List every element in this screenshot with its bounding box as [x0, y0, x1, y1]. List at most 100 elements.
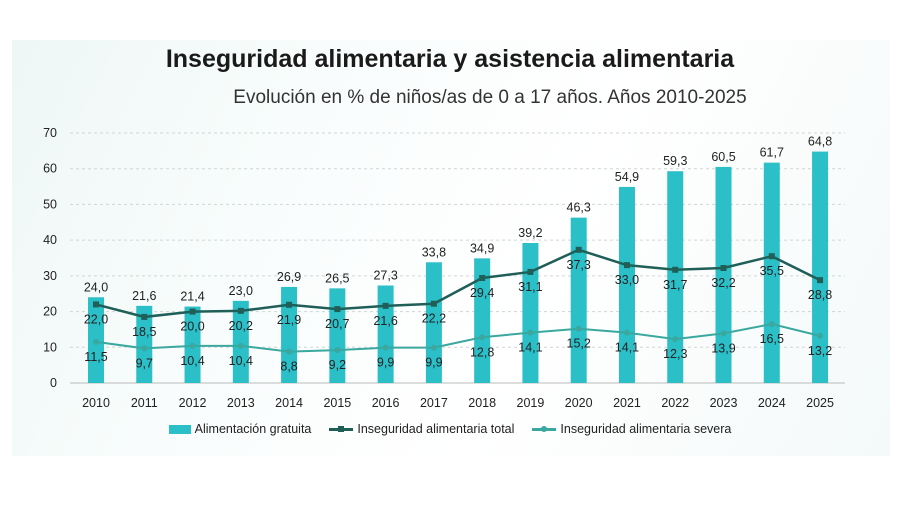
series-line [95, 323, 821, 353]
bar-data-label: 34,9 [470, 241, 494, 255]
line-marker [817, 277, 824, 284]
line-data-label: 14,1 [518, 341, 542, 355]
legend-item-severe: Inseguridad alimentaria severa [532, 422, 731, 436]
y-tick-label: 50 [43, 197, 57, 211]
line-marker [720, 265, 727, 271]
line-marker [479, 275, 486, 281]
x-tick-label: 2025 [806, 396, 834, 410]
chart-title: Inseguridad alimentaria y asistencia ali… [165, 45, 735, 73]
line-marker [672, 336, 679, 343]
x-tick-label: 2014 [275, 396, 303, 410]
x-tick-label: 2010 [82, 396, 110, 410]
chart-subtitle: Evolución en % de niños/as de 0 a 17 año… [233, 87, 747, 108]
bar [474, 258, 491, 383]
line-marker [479, 334, 486, 341]
legend-item-total: Inseguridad alimentaria total [329, 422, 514, 436]
line-marker [575, 325, 582, 332]
bar-data-label: 46,3 [567, 201, 591, 215]
x-tick-label: 2016 [372, 396, 400, 410]
line-data-label: 10,4 [229, 354, 253, 368]
line-marker [237, 307, 244, 314]
line-data-label: 22,2 [422, 312, 446, 326]
line-marker [334, 347, 341, 354]
line-marker [189, 308, 196, 315]
line-marker [382, 344, 389, 351]
chart-card [12, 40, 890, 456]
bar [425, 262, 442, 383]
line-marker [623, 262, 630, 269]
y-tick-label: 60 [43, 162, 57, 176]
line-data-label: 9,2 [329, 358, 346, 372]
line-data-label: 21,6 [373, 314, 397, 328]
bar-data-label: 60,5 [711, 150, 735, 164]
x-tick-label: 2018 [468, 396, 496, 410]
bar [812, 151, 829, 383]
x-tick-label: 2017 [420, 396, 448, 410]
x-tick-label: 2012 [179, 396, 207, 410]
legend-label: Inseguridad alimentaria severa [560, 422, 732, 436]
line-data-label: 14,1 [615, 341, 639, 355]
line-marker [817, 332, 824, 339]
legend-swatch [532, 425, 557, 432]
legend-label: Alimentación gratuita [194, 422, 312, 436]
line-marker [623, 329, 630, 336]
y-tick-label: 20 [43, 305, 57, 319]
y-tick-label: 30 [43, 269, 57, 283]
line-data-label: 22,0 [84, 312, 108, 326]
bar-data-label: 26,5 [325, 271, 349, 285]
line-data-label: 12,3 [663, 347, 687, 361]
bar [570, 217, 587, 383]
line-data-label: 13,2 [808, 344, 832, 358]
bar [522, 243, 539, 383]
line-data-label: 33,0 [615, 273, 639, 287]
line-marker [334, 306, 341, 313]
x-tick-label: 2021 [613, 396, 641, 410]
line-data-label: 32,2 [711, 276, 735, 290]
bar-data-label: 61,7 [760, 146, 784, 160]
legend-label: Inseguridad alimentaria total [357, 422, 515, 436]
bar [377, 285, 394, 383]
y-tick-label: 70 [43, 126, 57, 140]
bar-data-label: 54,9 [615, 170, 639, 184]
line-marker [237, 342, 244, 349]
line-marker [768, 253, 775, 260]
legend: Alimentación gratuita Inseguridad alimen… [0, 422, 900, 436]
series-line [95, 248, 821, 319]
line-marker [430, 300, 437, 307]
bar-data-label: 64,8 [808, 135, 832, 149]
line-data-label: 10,4 [180, 354, 204, 368]
bar-data-label: 21,4 [180, 290, 204, 304]
legend-item-bar: Alimentación gratuita [168, 422, 312, 436]
line-marker [430, 344, 437, 351]
line-data-label: 29,4 [470, 286, 494, 300]
line-marker [286, 348, 293, 355]
bar [281, 286, 298, 383]
bar [763, 162, 780, 383]
line-data-label: 9,7 [136, 356, 153, 370]
line-marker [93, 338, 99, 345]
line-marker [575, 246, 582, 253]
line-marker [720, 330, 727, 337]
line-data-label: 20,7 [325, 317, 349, 331]
line-data-label: 15,2 [567, 337, 591, 351]
line-marker [141, 345, 148, 352]
line-marker [93, 301, 99, 308]
line-data-label: 21,9 [277, 313, 301, 327]
bar [136, 305, 153, 383]
bar-data-label: 26,9 [277, 270, 301, 284]
x-tick-label: 2024 [758, 396, 786, 410]
line-data-label: 16,5 [760, 332, 784, 346]
line-data-label: 35,5 [760, 264, 784, 278]
bar [715, 166, 732, 383]
line-marker [189, 342, 196, 349]
bar-data-label: 59,3 [663, 154, 687, 168]
line-marker [527, 329, 534, 336]
line-marker [382, 302, 389, 309]
x-tick-label: 2015 [323, 396, 351, 410]
y-tick-label: 10 [43, 340, 57, 354]
line-data-label: 28,8 [808, 288, 832, 302]
line-data-label: 31,1 [518, 280, 542, 294]
x-tick-label: 2011 [131, 396, 158, 410]
x-tick-label: 2019 [517, 396, 545, 410]
line-data-label: 9,9 [377, 356, 394, 370]
